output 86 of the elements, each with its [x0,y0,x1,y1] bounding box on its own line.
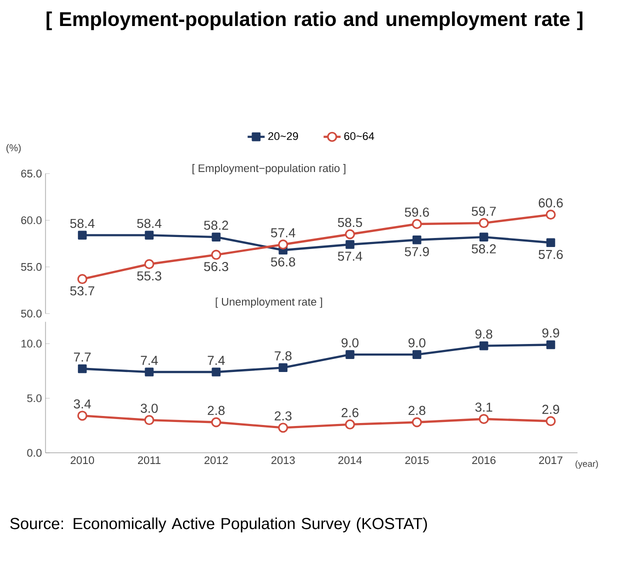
data-label: 56.3 [204,262,228,272]
data-label: 7.4 [208,356,225,365]
point [546,416,556,426]
point [344,229,355,240]
data-label: 7.4 [140,356,158,365]
x-tick-label: 2015 [405,456,429,464]
point [412,350,422,359]
data-label: 59.7 [472,206,496,216]
data-label: 58.2 [472,244,496,254]
point [412,235,422,244]
point [278,240,288,250]
point [77,410,88,421]
x-axis-title: (year) [576,460,598,469]
point [77,274,88,284]
x-tick-label: 2017 [539,456,562,464]
data-label: 3.0 [140,404,158,413]
data-label: 3.1 [475,402,492,412]
data-label: 60.6 [538,198,563,208]
data-label: 53.7 [70,286,94,296]
data-label: 57.4 [338,252,362,261]
data-label: 58.4 [70,218,95,228]
data-label: 57.6 [538,250,563,260]
point [211,417,222,428]
point [479,341,488,350]
point [478,218,489,228]
y-tick-label: 5.0 [27,394,42,402]
point [479,232,488,242]
source-note: Source: Economically Active Population Survey (KOSTAT) [10,518,427,532]
point [546,210,556,220]
y-tick-label: 65.0 [21,170,42,178]
chart-subtitle: [ Unemployment rate ] [216,298,322,308]
data-label: 58.5 [338,218,362,228]
point [212,368,221,376]
data-label: 56.8 [270,257,296,266]
point [412,417,422,428]
data-label: 2.8 [408,406,426,416]
data-label: 2.9 [542,404,560,414]
data-label: 9.0 [408,338,426,348]
x-tick-label: 2013 [271,456,295,464]
point [546,340,556,350]
y-tick-label: 50.0 [21,310,42,318]
data-label: 7.8 [274,351,292,360]
x-tick-label: 2016 [472,456,496,464]
y-tick-label: 55.0 [21,263,42,271]
legend-label: 60~64 [344,132,374,140]
point [144,368,154,376]
point [278,422,288,433]
y-axis-title: (%) [6,144,21,154]
point [78,230,87,240]
chart-title: [ Employment-population ratio and unemployment rate ] [46,12,582,30]
data-label: 2.3 [274,411,292,420]
x-tick-label: 2011 [138,456,160,464]
data-label: 58.2 [204,220,228,230]
data-label: 55.3 [137,271,162,280]
point [546,238,556,248]
x-tick-label: 2012 [204,456,228,464]
data-label: 57.9 [404,247,429,256]
data-label: 59.6 [404,208,429,217]
x-tick-label: 2010 [70,456,94,464]
data-label: 3.4 [74,399,91,408]
point [478,414,489,424]
point [346,240,354,249]
data-label: 58.4 [137,218,162,228]
point [346,350,354,359]
data-label: 9.8 [475,329,492,339]
chart-subtitle: [ Employment−population ratio ] [192,164,346,174]
point [144,415,154,426]
point [78,364,87,374]
x-tick-label: 2014 [338,456,362,464]
point [344,419,355,430]
y-tick-label: 10.0 [21,340,42,348]
point [278,363,288,372]
data-label: 9.0 [342,338,358,348]
data-label: 7.7 [74,352,91,362]
data-label: 2.6 [342,408,358,418]
data-label: 2.8 [208,406,225,416]
point [144,259,154,270]
point [212,232,221,242]
point [211,250,222,260]
point [412,218,422,229]
data-label: 9.9 [542,328,560,338]
legend-label: 20~29 [268,132,298,140]
point [144,230,154,240]
data-label: 57.4 [270,228,296,238]
y-tick-label: 0.0 [27,448,42,457]
y-tick-label: 60.0 [21,216,42,224]
